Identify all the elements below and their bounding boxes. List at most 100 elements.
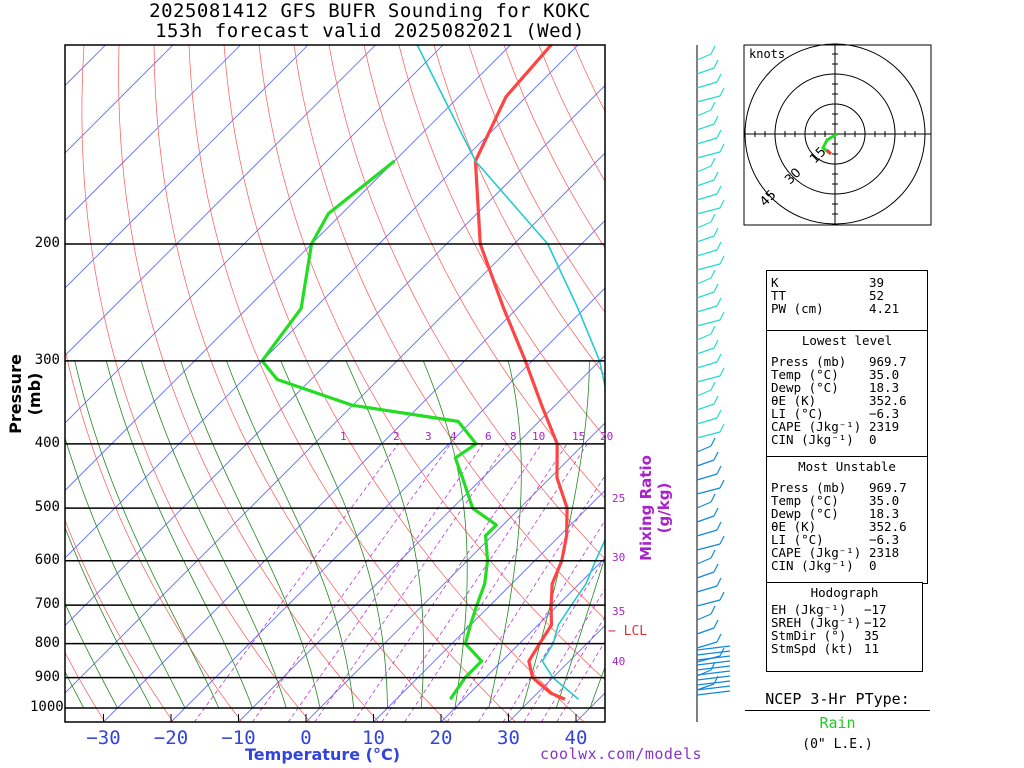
- ptype-value: Rain: [819, 714, 856, 732]
- wind-barb: [696, 241, 722, 257]
- dry-adiabat: [923, 44, 1024, 722]
- wind-barb: [696, 185, 722, 201]
- x-tick-label: −30: [86, 727, 121, 749]
- dry-adiabat: [993, 44, 1024, 722]
- wind-barb: [696, 437, 716, 453]
- panel-value: −12: [864, 615, 887, 630]
- isotherm: [65, 45, 242, 222]
- panel-key: TT: [771, 288, 787, 303]
- mixing-ratio-line: [477, 519, 605, 722]
- wind-barb-low: [696, 680, 731, 686]
- wind-barb: [696, 395, 719, 411]
- ptype-divider: [745, 710, 930, 711]
- panel-value: 35: [864, 628, 880, 643]
- moist-adiabat: [74, 360, 220, 709]
- mixing-ratio-label: 25: [612, 492, 626, 505]
- mixing-ratio-line: [353, 443, 542, 722]
- panel-key: CIN (Jkg⁻¹): [771, 558, 854, 573]
- panel-key: θE (K): [771, 519, 817, 534]
- dry-adiabat: [65, 347, 243, 722]
- x-axis-title: Temperature (°C): [245, 745, 401, 764]
- moist-adiabat: [589, 665, 605, 709]
- panel-row: K 39: [767, 276, 927, 289]
- mixing-ratio-line: [251, 443, 452, 722]
- wind-barb: [696, 479, 725, 495]
- y-tick-label: 200: [34, 235, 60, 251]
- mixing-ratio-label: 15: [572, 430, 586, 443]
- wind-barb: [696, 311, 725, 327]
- dry-adiabat: [958, 44, 1024, 722]
- series-temperature: [473, 45, 569, 701]
- panel-key: LI (°C): [771, 532, 824, 547]
- wind-barb: [696, 633, 722, 649]
- panel-row: StmSpd (kt) 11: [767, 642, 922, 655]
- wind-barb: [696, 115, 719, 131]
- panel-key: EH (Jkg⁻¹): [771, 602, 847, 617]
- wind-barb-low: [696, 655, 731, 661]
- panel-value: 4.21: [869, 301, 900, 316]
- wind-barb: [696, 129, 722, 145]
- credit-link[interactable]: coolwx.com/models: [540, 745, 703, 763]
- wind-barb: [696, 143, 725, 159]
- wind-barb: [696, 101, 716, 117]
- moist-adiabat: [180, 360, 321, 709]
- dry-adiabat: [188, 45, 516, 722]
- chart-subtitle: 153h forecast valid 2025082021 (Wed): [155, 20, 585, 42]
- panel-value: 35.0: [869, 367, 900, 382]
- wind-barb: [696, 87, 725, 103]
- mixing-ratio-line: [502, 556, 605, 722]
- wind-barb: [696, 619, 719, 635]
- isotherm: [65, 45, 309, 289]
- isotherm: [103, 219, 605, 722]
- mixing-ratio-line: [541, 615, 605, 722]
- panel-value: 18.3: [869, 506, 900, 521]
- panel-row: EH (Jkg⁻¹) −17: [767, 603, 922, 616]
- wind-barb: [696, 269, 716, 285]
- panel-key: Press (mb): [771, 354, 847, 369]
- dry-adiabat: [65, 519, 174, 722]
- dry-adiabat: [81, 45, 311, 722]
- panel-value: 39: [869, 275, 885, 290]
- wind-barb: [696, 381, 716, 397]
- x-tick-label: 20: [429, 727, 453, 749]
- x-tick-label: −20: [153, 727, 189, 749]
- y-axis-title: Pressure (mb): [6, 354, 44, 434]
- dry-adiabat: [118, 45, 379, 722]
- panel-key: K: [771, 275, 779, 290]
- panel-row: Temp (°C) 35.0: [767, 494, 927, 507]
- panel-key: CAPE (Jkg⁻¹): [771, 545, 862, 560]
- panel-key: SREH (Jkg⁻¹): [771, 615, 862, 630]
- temperature-ticks: [103, 714, 577, 722]
- panel-value: −6.3: [869, 406, 900, 421]
- panel-value: 2318: [869, 545, 900, 560]
- x-tick-label: 0: [300, 727, 312, 749]
- y-tick-label: 1000: [30, 699, 64, 715]
- mixing-ratio-line: [446, 474, 605, 722]
- panel-row: Press (mb) 969.7: [767, 355, 927, 368]
- panel-value: 969.7: [869, 480, 907, 495]
- mixing-ratio-label: 30: [612, 551, 626, 564]
- isotherm: [238, 354, 605, 722]
- panel-row: StmDir (°) 35: [767, 629, 922, 642]
- y-tick-label: 700: [34, 596, 60, 613]
- y-tick-label: 500: [34, 499, 60, 516]
- hodograph-heading: Hodograph: [810, 585, 879, 600]
- moist-adiabat: [345, 360, 424, 709]
- panel-value: 352.6: [869, 393, 907, 408]
- panel-row: Dewp (°C) 18.3: [767, 507, 927, 520]
- sounding-traces: [260, 45, 605, 701]
- wind-barb: [696, 45, 716, 61]
- x-tick-label: −10: [221, 727, 256, 749]
- panel-value: 35.0: [869, 493, 900, 508]
- chart-title: 2025081412 GFS BUFR Sounding for KOKC: [149, 0, 591, 22]
- wind-barb: [696, 59, 719, 75]
- wind-barb: [696, 157, 716, 173]
- moist-adiabat: [65, 602, 118, 709]
- dry-adiabat: [293, 45, 605, 620]
- y-tick-label: 800: [34, 634, 60, 651]
- mixing-ratio-title: Mixing Ratio (g/kg): [637, 455, 673, 561]
- most-unstable-panel: Most Unstable Press (mb) 969.7 Temp (°C) 35…: [766, 456, 928, 584]
- lowest-heading: Lowest level: [801, 333, 893, 348]
- moist-adiabat: [555, 555, 605, 709]
- dry-adiabat: [363, 45, 605, 499]
